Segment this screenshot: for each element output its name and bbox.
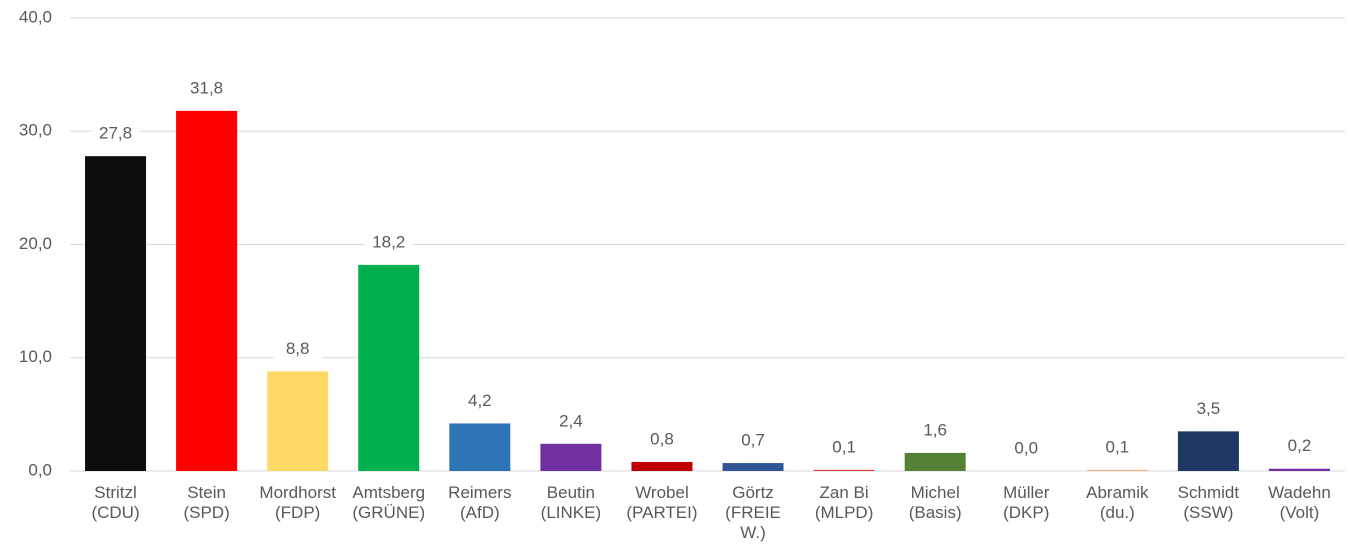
value-label: 0,0 bbox=[1014, 438, 1038, 457]
x-tick-label-line: (du.) bbox=[1100, 503, 1135, 522]
value-label: 4,2 bbox=[468, 391, 492, 410]
x-tick-label-line: (DKP) bbox=[1003, 503, 1049, 522]
x-tick-label-line: (FREIE bbox=[725, 503, 781, 522]
value-label-bg bbox=[455, 389, 504, 414]
value-label: 0,1 bbox=[832, 437, 856, 456]
bar bbox=[722, 463, 784, 471]
x-tick-label-line: (Volt) bbox=[1280, 503, 1320, 522]
value-label-bg bbox=[91, 122, 140, 147]
x-tick-label-line: Schmidt bbox=[1178, 483, 1240, 502]
x-tick-label: Stein (SPD) bbox=[183, 483, 229, 522]
bar bbox=[540, 443, 602, 471]
x-tick-label-line: Michel bbox=[911, 483, 960, 502]
value-label-bg bbox=[273, 337, 322, 362]
x-tick-label: Michel (Basis) bbox=[909, 483, 962, 522]
y-tick-label: 20,0 bbox=[19, 234, 52, 253]
bar bbox=[1268, 468, 1330, 471]
value-label-bg bbox=[1275, 434, 1324, 459]
x-tick-label: Wrobel (PARTEI) bbox=[626, 483, 697, 522]
bar bbox=[176, 110, 238, 472]
y-tick-label: 40,0 bbox=[19, 7, 52, 26]
bar bbox=[85, 156, 147, 472]
x-tick-label-line: Wrobel bbox=[635, 483, 689, 502]
value-label-bg bbox=[637, 427, 686, 452]
x-tick-label: Wadehn (Volt) bbox=[1268, 483, 1331, 522]
x-tick-label-line: Amtsberg bbox=[352, 483, 425, 502]
value-label-bg bbox=[364, 230, 413, 255]
x-tick-label-line: W.) bbox=[740, 523, 766, 542]
x-tick-label-line: (CDU) bbox=[91, 503, 139, 522]
bar bbox=[449, 423, 511, 471]
x-tick-label: Abramik (du.) bbox=[1086, 483, 1149, 522]
value-label-bg bbox=[1093, 435, 1142, 460]
x-tick-label-line: (MLPD) bbox=[815, 503, 874, 522]
value-label-bg bbox=[820, 435, 869, 460]
x-tick-label-line: (SSW) bbox=[1183, 503, 1233, 522]
value-label: 27,8 bbox=[99, 124, 132, 143]
x-tick-label-line: (AfD) bbox=[460, 503, 500, 522]
x-tick-label-line: Stritzl bbox=[94, 483, 137, 502]
x-tick-label: Stritzl (CDU) bbox=[91, 483, 139, 522]
value-label: 8,8 bbox=[286, 339, 310, 358]
x-tick-label: Beutin (LINKE) bbox=[541, 483, 601, 522]
value-label: 0,1 bbox=[1106, 437, 1130, 456]
y-tick-label: 10,0 bbox=[19, 347, 52, 366]
x-tick-label: Zan Bi (MLPD) bbox=[815, 483, 874, 522]
x-tick-label-line: (SPD) bbox=[183, 503, 229, 522]
x-tick-label-line: (LINKE) bbox=[541, 503, 601, 522]
x-tick-label-line: Reimers bbox=[448, 483, 511, 502]
x-tick-label-line: (PARTEI) bbox=[626, 503, 697, 522]
value-label: 0,2 bbox=[1288, 436, 1312, 455]
bar bbox=[904, 452, 966, 471]
x-tick-label-line: Abramik bbox=[1086, 483, 1149, 502]
x-tick-label-line: (Basis) bbox=[909, 503, 962, 522]
value-label-bg bbox=[1002, 437, 1051, 461]
x-tick-label-line: Stein bbox=[187, 483, 226, 502]
x-tick-label-line: Beutin bbox=[547, 483, 595, 502]
x-tick-label-line: Mordhorst bbox=[259, 483, 336, 502]
value-label-bg bbox=[1184, 397, 1233, 422]
x-tick-label-line: Wadehn bbox=[1268, 483, 1331, 502]
x-tick-label: Müller (DKP) bbox=[1003, 483, 1050, 522]
y-tick-label: 0,0 bbox=[28, 460, 52, 479]
x-tick-label-line: Görtz bbox=[732, 483, 774, 502]
value-label: 0,7 bbox=[741, 431, 765, 450]
value-label-bg bbox=[182, 76, 231, 101]
value-label: 1,6 bbox=[923, 420, 947, 439]
bar bbox=[631, 461, 693, 471]
bar bbox=[1086, 469, 1148, 471]
bar bbox=[813, 469, 875, 471]
value-label-bg bbox=[729, 429, 778, 454]
x-tick-label: Mordhorst (FDP) bbox=[259, 483, 336, 522]
x-tick-label-line: (FDP) bbox=[275, 503, 320, 522]
y-tick-label: 30,0 bbox=[19, 121, 52, 140]
value-label: 0,8 bbox=[650, 429, 674, 448]
x-tick-label: Schmidt (SSW) bbox=[1178, 483, 1240, 522]
x-tick-label: Görtz (FREIE W.) bbox=[725, 483, 781, 542]
x-tick-label: Amtsberg (GRÜNE) bbox=[352, 483, 425, 522]
value-label: 31,8 bbox=[190, 78, 223, 97]
x-tick-label-line: Müller bbox=[1003, 483, 1050, 502]
value-label-bg bbox=[911, 418, 960, 443]
value-label: 18,2 bbox=[372, 232, 405, 251]
x-tick-label-line: Zan Bi bbox=[820, 483, 869, 502]
value-label-bg bbox=[546, 409, 595, 434]
value-label: 3,5 bbox=[1197, 399, 1221, 418]
bar bbox=[267, 371, 329, 471]
bar bbox=[1177, 431, 1239, 471]
bar bbox=[358, 264, 420, 471]
x-tick-label-line: (GRÜNE) bbox=[352, 503, 425, 522]
x-tick-label: Reimers (AfD) bbox=[448, 483, 511, 522]
value-label: 2,4 bbox=[559, 411, 583, 430]
